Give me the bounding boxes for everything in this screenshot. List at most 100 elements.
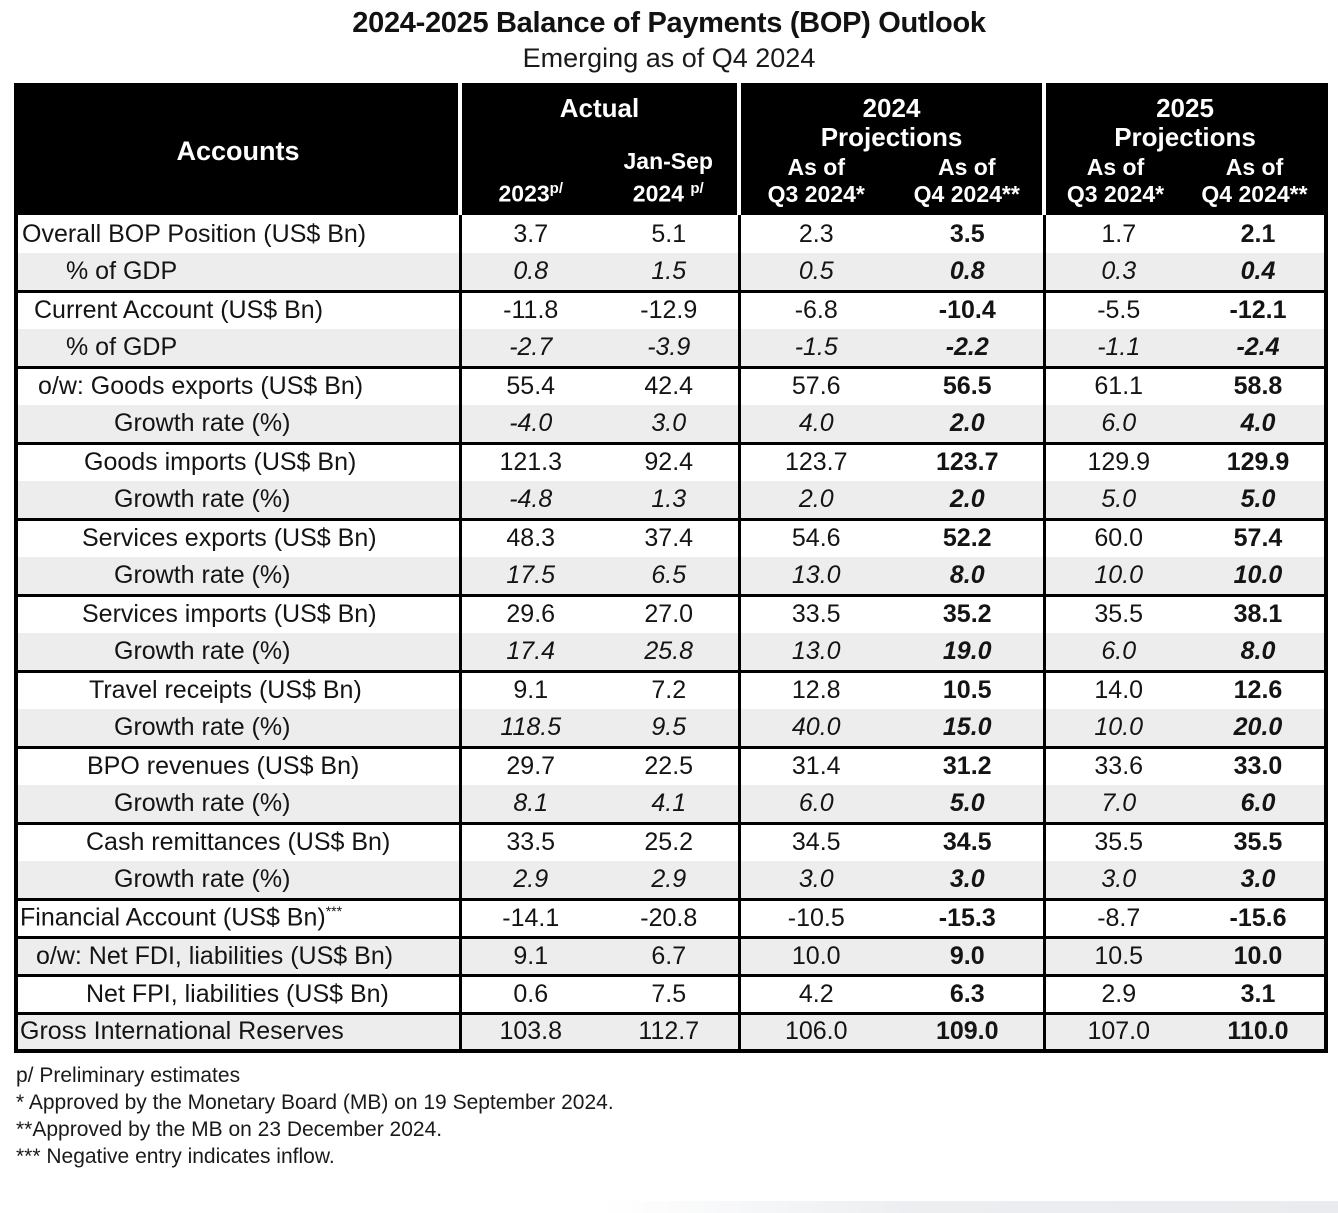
- table-header-row: Accounts Actual 2023p/ Jan-Sep: [16, 85, 1326, 215]
- account-label: % of GDP: [16, 329, 462, 369]
- footnote-negative-inflow: *** Negative entry indicates inflow.: [16, 1145, 335, 1168]
- value-cell: 129.9: [1226, 448, 1290, 477]
- table-body: Overall BOP Position (US$ Bn) 3.7 5.1 2.3 3.…: [16, 215, 1326, 1051]
- value-cell: 10.0: [739, 937, 892, 977]
- header-group-2025-projections: 2025 Projections As of Q3 2024* As of Q4…: [1042, 85, 1326, 215]
- table-row: % of GDP -2.7 -3.9 -1.5 -2.2 -1.1 -2.4: [16, 329, 1326, 369]
- value-cell: 33.6: [1094, 752, 1144, 781]
- value-cell: 1.7: [1101, 219, 1137, 248]
- account-label: Travel receipts (US$ Bn): [16, 671, 462, 709]
- value-cell: 29.7: [506, 752, 556, 781]
- value-cell: -15.6: [1192, 899, 1326, 939]
- value-cell: 27.0: [600, 595, 741, 633]
- value-cell: 6.0: [739, 785, 892, 825]
- value-cell: 34.5: [791, 828, 841, 857]
- account-label: Goods imports (US$ Bn): [16, 443, 462, 481]
- page-subtitle: Emerging as of Q4 2024: [522, 43, 816, 73]
- value-cell: 31.4: [791, 752, 841, 781]
- header-accounts: Accounts: [16, 85, 460, 215]
- value-cell: -14.1: [460, 899, 600, 939]
- value-cell: 0.4: [1192, 253, 1326, 293]
- value-cell: -1.5: [739, 329, 892, 369]
- account-label: o/w: Goods exports (US$ Bn): [16, 367, 462, 405]
- value-cell: 10.5: [1044, 937, 1192, 977]
- table-row: o/w: Goods exports (US$ Bn) 55.4 42.4 57.6 5…: [16, 367, 1326, 405]
- value-cell: 4.2: [739, 975, 892, 1015]
- value-cell: -3.9: [600, 329, 741, 369]
- value-cell: 3.0: [1192, 861, 1326, 901]
- footnote-mb-september: * Approved by the Monetary Board (MB) on…: [16, 1091, 614, 1114]
- value-cell: 56.5: [892, 367, 1046, 405]
- value-cell: 107.0: [1087, 1017, 1151, 1046]
- value-cell: 6.0: [1044, 405, 1192, 445]
- header-col-asof-q4-2024: As of Q4 2024**: [913, 154, 1020, 207]
- value-cell: 13.0: [739, 557, 892, 597]
- table-row: BPO revenues (US$ Bn) 29.7 22.5 31.4 31.2 33.…: [16, 747, 1326, 785]
- account-label: Growth rate (%): [16, 785, 462, 825]
- value-cell: 9.1: [460, 937, 600, 977]
- page-title: 2024-2025 Balance of Payments (BOP) Outl…: [352, 7, 986, 39]
- header-col-2023: 2023p/: [498, 180, 563, 207]
- value-cell: 1.5: [600, 253, 741, 293]
- account-label: Growth rate (%): [16, 405, 462, 445]
- bop-table: Accounts Actual 2023p/ Jan-Sep: [14, 83, 1328, 1053]
- value-cell: 17.4: [460, 633, 600, 673]
- value-cell: -10.5: [739, 899, 892, 939]
- footnote-mb-december: **Approved by the MB on 23 December 2024…: [16, 1118, 443, 1141]
- account-label: Current Account (US$ Bn): [16, 291, 462, 329]
- value-cell: 9.0: [892, 937, 1046, 977]
- value-cell: -4.0: [460, 405, 600, 445]
- value-cell: -8.7: [1044, 899, 1192, 939]
- value-cell: 35.5: [1094, 828, 1144, 857]
- table-row: Current Account (US$ Bn) -11.8 -12.9 -6.8 -1…: [16, 291, 1326, 329]
- account-label: Cash remittances (US$ Bn): [16, 823, 462, 861]
- value-cell: -12.1: [1229, 296, 1287, 325]
- value-cell: 42.4: [600, 367, 741, 405]
- value-cell: 2.0: [892, 405, 1046, 445]
- value-cell: -10.4: [892, 291, 1046, 329]
- value-cell: 35.5: [1094, 600, 1144, 629]
- value-cell: 8.0: [892, 557, 1046, 597]
- value-cell: 20.0: [1192, 709, 1326, 749]
- account-label: Growth rate (%): [16, 557, 462, 597]
- value-cell: 0.6: [460, 975, 600, 1015]
- value-cell: 35.5: [1233, 828, 1283, 857]
- value-cell: 37.4: [600, 519, 741, 557]
- table-row: Overall BOP Position (US$ Bn) 3.7 5.1 2.3 3.…: [16, 215, 1326, 253]
- value-cell: 12.6: [1233, 676, 1283, 705]
- label-superscript: ***: [325, 903, 343, 920]
- account-label: BPO revenues (US$ Bn): [16, 747, 462, 785]
- account-label: % of GDP: [16, 253, 462, 293]
- value-cell: -1.1: [1044, 329, 1192, 369]
- value-cell: 118.5: [460, 709, 600, 749]
- table-row: Goods imports (US$ Bn) 121.3 92.4 123.7 123.…: [16, 443, 1326, 481]
- account-label: Services exports (US$ Bn): [16, 519, 462, 557]
- footnotes: p/ Preliminary estimates * Approved by t…: [16, 1062, 1338, 1170]
- value-cell: 2.1: [1240, 219, 1276, 248]
- value-cell: -11.8: [503, 296, 559, 325]
- value-cell: 5.0: [892, 785, 1046, 825]
- value-cell: 10.5: [892, 671, 1046, 709]
- value-cell: 7.2: [600, 671, 741, 709]
- value-cell: -2.2: [892, 329, 1046, 369]
- table-row: Growth rate (%) 118.5 9.5 40.0 15.0 10.0 20.0: [16, 709, 1326, 749]
- value-cell: 123.7: [892, 443, 1046, 481]
- value-cell: 22.5: [600, 747, 741, 785]
- value-cell: 3.0: [892, 861, 1046, 901]
- table-row: Services imports (US$ Bn) 29.6 27.0 33.5 35.…: [16, 595, 1326, 633]
- value-cell: 12.8: [791, 676, 841, 705]
- value-cell: 61.1: [1094, 372, 1144, 401]
- value-cell: -12.9: [600, 291, 741, 329]
- account-label: Overall BOP Position (US$ Bn): [16, 215, 462, 253]
- bottom-edge-strip: [0, 1201, 1338, 1213]
- value-cell: 31.2: [892, 747, 1046, 785]
- group-title-actual: Actual: [559, 93, 640, 123]
- value-cell: 25.8: [600, 633, 741, 673]
- superscript-p: p/: [690, 180, 704, 198]
- value-cell: -5.5: [1097, 296, 1141, 325]
- value-cell: 92.4: [600, 443, 741, 481]
- value-cell: 123.7: [784, 448, 848, 477]
- value-cell: 17.5: [460, 557, 600, 597]
- value-cell: 13.0: [739, 633, 892, 673]
- value-cell: -4.8: [460, 481, 600, 521]
